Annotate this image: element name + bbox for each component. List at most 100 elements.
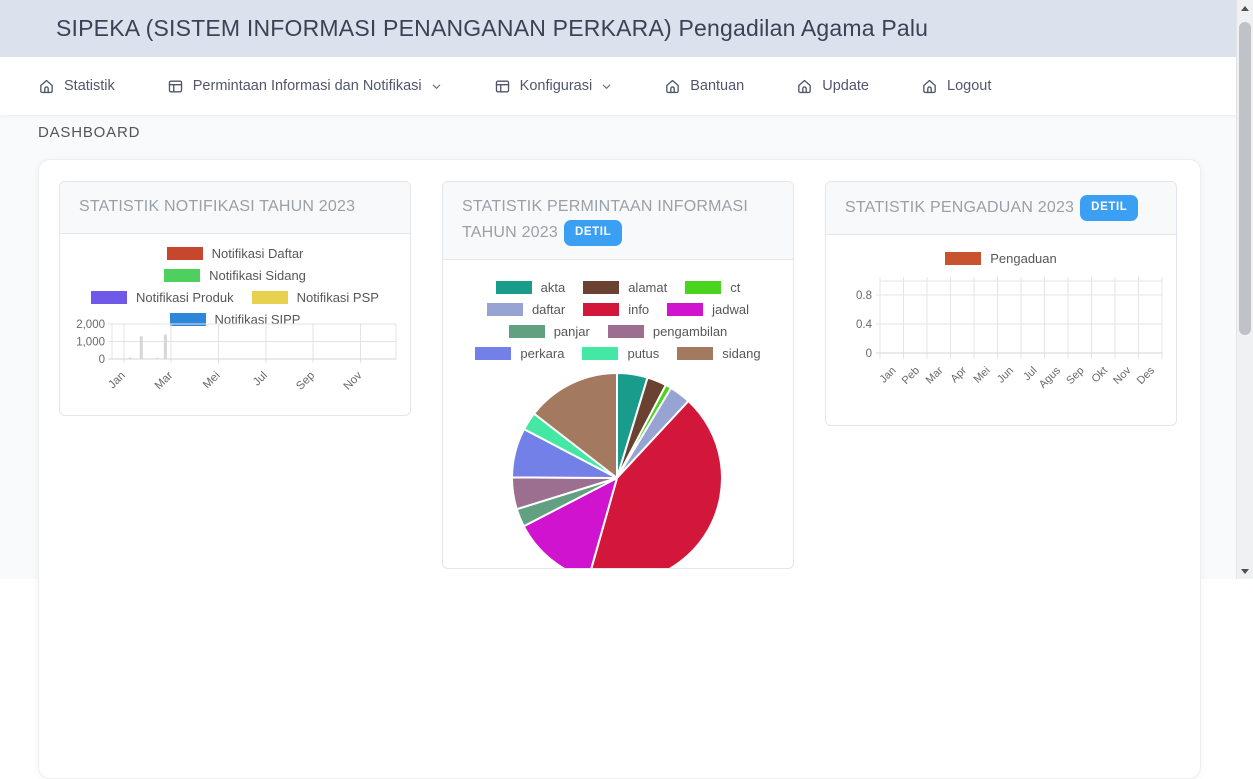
- legend-item-daftar[interactable]: daftar: [486, 301, 566, 317]
- legend-row: Pengaduan: [832, 251, 1170, 266]
- home-icon: [664, 78, 681, 95]
- nav-item-logout[interactable]: Logout: [921, 78, 991, 95]
- legend-item-notifikasi-daftar[interactable]: Notifikasi Daftar: [166, 245, 304, 261]
- permintaan-detil-button[interactable]: DETIL: [563, 219, 623, 246]
- notifikasi-bar-chart[interactable]: Jan Mar Mei Jul Sep Nov 2,000 1,000 0: [66, 318, 404, 414]
- scroll-up-arrow-icon[interactable]: [1237, 0, 1253, 16]
- svg-text:2,000: 2,000: [76, 319, 105, 331]
- panel-pengaduan-title: STATISTIK PENGADUAN 2023 DETIL: [845, 195, 1139, 221]
- legend-row: Notifikasi Produk Notifikasi PSP: [66, 290, 404, 305]
- legend-row: akta alamat ct: [449, 280, 787, 295]
- svg-text:Mar: Mar: [924, 364, 946, 386]
- panel-pengaduan-title-text: STATISTIK PENGADUAN 2023: [845, 199, 1075, 216]
- legend-item-pengambilan[interactable]: pengambilan: [607, 323, 728, 339]
- legend-swatch: [251, 290, 288, 304]
- window-icon: [494, 78, 511, 95]
- window-icon: [167, 78, 184, 95]
- svg-text:0: 0: [99, 354, 105, 366]
- legend-item-jadwal[interactable]: jadwal: [667, 302, 749, 317]
- panel-notifikasi: STATISTIK NOTIFIKASI TAHUN 2023 Notifika…: [59, 181, 411, 416]
- svg-text:0.4: 0.4: [856, 319, 873, 331]
- nav-item-permintaan-informasi-dan-notifikasi[interactable]: Permintaan Informasi dan Notifikasi: [167, 78, 442, 95]
- legend-label: pengambilan: [652, 323, 728, 339]
- panel-pengaduan-header: STATISTIK PENGADUAN 2023 DETIL: [826, 182, 1176, 235]
- nav-item-bantuan[interactable]: Bantuan: [664, 78, 744, 95]
- scrollbar-thumb[interactable]: [1239, 22, 1251, 335]
- scroll-down-arrow-icon[interactable]: [1237, 563, 1253, 579]
- legend-item-notifikasi-psp[interactable]: Notifikasi PSP: [251, 290, 379, 305]
- legend-item-sidang[interactable]: sidang: [677, 346, 761, 361]
- panel-permintaan-informasi: STATISTIK PERMINTAAN INFORMASI TAHUN 202…: [442, 181, 794, 569]
- pengaduan-legend: Pengaduan: [832, 251, 1170, 266]
- legend-item-panjar[interactable]: panjar: [508, 324, 590, 339]
- legend-row: daftar info jadwal: [449, 302, 787, 317]
- legend-swatch: [583, 280, 620, 294]
- svg-text:Sep: Sep: [294, 369, 317, 392]
- nav-item-statistik[interactable]: Statistik: [38, 78, 115, 95]
- chevron-down-icon: [601, 81, 612, 92]
- legend-swatch: [495, 280, 532, 294]
- legend-item-notifikasi-sidang[interactable]: Notifikasi Sidang: [164, 268, 306, 283]
- svg-text:Peb: Peb: [900, 364, 922, 386]
- svg-text:Mei: Mei: [972, 364, 993, 385]
- panel-permintaan-body: akta alamat ct daftar info jadwal panjar pengam…: [443, 260, 793, 568]
- chevron-down-icon: [431, 81, 442, 92]
- notifikasi-legend: Notifikasi Daftar Notifikasi Sidang Notifi…: [66, 246, 404, 327]
- pengaduan-detil-button[interactable]: DETIL: [1080, 195, 1139, 221]
- panel-pengaduan-body: Pengaduan 0.8 0.4 0 Jan Peb Mar Apr Mei Jun Jul Ag…: [826, 235, 1176, 413]
- legend-item-notifikasi-produk[interactable]: Notifikasi Produk: [91, 290, 234, 305]
- svg-text:Mar: Mar: [153, 369, 176, 392]
- nav-item-update[interactable]: Update: [796, 78, 869, 95]
- svg-text:Okt: Okt: [1089, 364, 1110, 385]
- pie-slice-sidang[interactable]: [533, 371, 618, 479]
- legend-swatch: [607, 324, 644, 338]
- nav-item-label: Update: [822, 78, 869, 94]
- legend-item-pengaduan[interactable]: Pengaduan: [945, 251, 1057, 266]
- legend-swatch: [166, 246, 203, 260]
- legend-item-notifikasi-sipp[interactable]: Notifikasi SIPP: [169, 312, 300, 327]
- svg-text:Mei: Mei: [201, 369, 223, 391]
- content-area: DASHBOARD STATISTIK NOTIFIKASI TAHUN 202…: [0, 115, 1236, 779]
- main-nav: Statistik Permintaan Informasi dan Notifi…: [0, 57, 1253, 115]
- legend-label: daftar: [531, 301, 566, 317]
- svg-text:Jan: Jan: [878, 364, 899, 385]
- nav-item-label: Logout: [947, 78, 992, 94]
- vertical-scrollbar[interactable]: [1236, 0, 1253, 579]
- home-icon: [921, 78, 938, 95]
- legend-swatch: [164, 268, 201, 282]
- legend-row: Notifikasi Daftar: [66, 246, 404, 261]
- legend-item-info[interactable]: info: [583, 302, 649, 317]
- dashboard-card: STATISTIK NOTIFIKASI TAHUN 2023 Notifika…: [38, 159, 1201, 779]
- panel-permintaan-header: STATISTIK PERMINTAAN INFORMASI TAHUN 202…: [443, 182, 793, 260]
- home-icon: [796, 78, 813, 95]
- legend-swatch: [667, 302, 704, 316]
- pie-slice-info[interactable]: [588, 399, 723, 568]
- pie-slice-jadwal[interactable]: [522, 476, 618, 568]
- legend-item-akta[interactable]: akta: [495, 279, 566, 295]
- svg-text:Jan: Jan: [106, 369, 128, 391]
- nav-item-konfigurasi[interactable]: Konfigurasi: [494, 78, 613, 95]
- legend-swatch: [582, 346, 619, 360]
- legend-label: Notifikasi Daftar: [211, 245, 304, 261]
- svg-text:Des: Des: [1135, 364, 1158, 387]
- legend-swatch: [169, 312, 206, 326]
- legend-swatch: [508, 324, 545, 338]
- permintaan-pie-chart[interactable]: [449, 368, 787, 568]
- svg-text:Apr: Apr: [948, 364, 969, 385]
- legend-label: alamat: [628, 279, 668, 295]
- svg-text:1,000: 1,000: [76, 336, 105, 348]
- legend-label: Notifikasi Produk: [136, 289, 234, 305]
- app-header: SIPEKA (SISTEM INFORMASI PENANGANAN PERK…: [0, 0, 1253, 57]
- legend-swatch: [945, 251, 982, 265]
- permintaan-legend: akta alamat ct daftar info jadwal panjar pengam…: [449, 280, 787, 361]
- svg-text:Nov: Nov: [342, 369, 365, 392]
- legend-item-alamat[interactable]: alamat: [583, 280, 667, 295]
- panel-notifikasi-body: Notifikasi Daftar Notifikasi Sidang Notifi…: [60, 234, 410, 414]
- legend-item-perkara[interactable]: perkara: [475, 346, 564, 361]
- legend-item-ct[interactable]: ct: [685, 280, 740, 295]
- legend-label: akta: [540, 279, 566, 295]
- legend-item-putus[interactable]: putus: [582, 346, 659, 361]
- legend-label: putus: [627, 345, 660, 361]
- nav-item-label: Konfigurasi: [519, 78, 593, 94]
